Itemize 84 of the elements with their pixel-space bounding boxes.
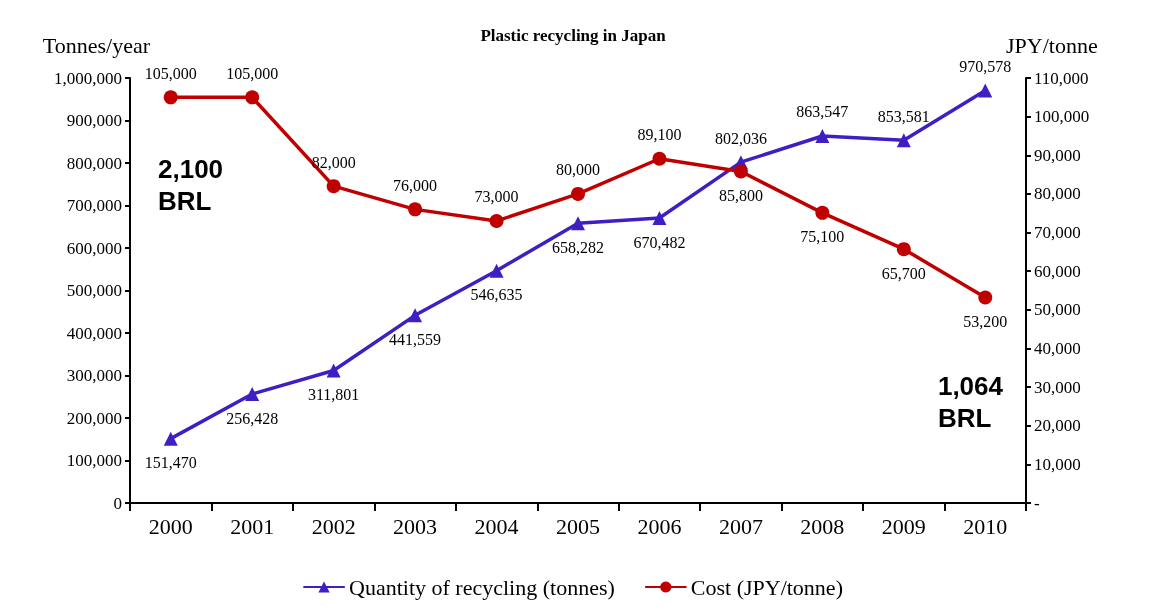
y-tick-label: 900,000 xyxy=(66,111,122,130)
annotation: 2,100 BRL xyxy=(158,154,224,216)
data-label: 441,559 xyxy=(389,330,442,348)
point xyxy=(326,179,341,194)
point xyxy=(489,263,504,278)
y-tick-label: 300,000 xyxy=(66,366,122,385)
point xyxy=(163,431,178,446)
data-label: 105,000 xyxy=(226,64,279,82)
point xyxy=(571,186,585,201)
data-label: 311,801 xyxy=(307,385,360,403)
point xyxy=(815,128,830,143)
data-label: 853,581 xyxy=(877,107,930,125)
y-tick-label: 0 xyxy=(113,493,122,513)
legend-label: Quantity of recycling (tonnes) xyxy=(349,574,615,600)
point xyxy=(896,242,911,257)
x-tick-label: 2008 xyxy=(800,513,845,539)
y2-tick-label: 30,000 xyxy=(1034,377,1081,397)
point xyxy=(245,387,260,402)
y2-tick-label: 10,000 xyxy=(1034,454,1081,474)
data-label: 65,700 xyxy=(881,264,926,282)
x-tick-label: 2001 xyxy=(230,513,275,539)
x-tick-label: 2000 xyxy=(148,513,193,539)
legend-label: Cost (JPY/tonne) xyxy=(690,574,843,600)
data-label: 105,000 xyxy=(144,64,197,82)
y2-tick-label: 90,000 xyxy=(1034,145,1081,165)
data-label: 82,000 xyxy=(311,153,356,171)
y-tick-label: 100,000 xyxy=(66,451,122,470)
data-label: 658,282 xyxy=(552,238,604,256)
y2-tick-label: 60,000 xyxy=(1034,261,1081,281)
point xyxy=(733,164,748,179)
data-label: 76,000 xyxy=(393,176,438,194)
y2-tick-label: 20,000 xyxy=(1034,416,1081,436)
x-tick-label: 2002 xyxy=(311,513,356,539)
point xyxy=(163,90,178,105)
point xyxy=(408,202,423,217)
data-label: 256,428 xyxy=(226,409,279,427)
y-tick-label: 700,000 xyxy=(66,196,122,215)
y-tick-label: 200,000 xyxy=(66,408,122,428)
y2-tick-label: 70,000 xyxy=(1034,223,1081,243)
point xyxy=(571,216,585,231)
data-label: 80,000 xyxy=(556,161,600,179)
y2-tick-label: 110,000 xyxy=(1034,68,1089,88)
point xyxy=(489,213,504,228)
data-label: 73,000 xyxy=(474,188,519,206)
data-label: 85,800 xyxy=(718,187,763,204)
data-label: 802,036 xyxy=(714,129,767,147)
data-label: 970,578 xyxy=(959,58,1012,75)
data-label: 670,482 xyxy=(633,233,686,251)
point xyxy=(978,83,993,98)
data-label: 863,547 xyxy=(796,103,849,121)
x-tick-label: 2006 xyxy=(637,513,682,539)
point xyxy=(408,308,423,323)
data-label: 546,635 xyxy=(470,286,523,304)
y2-tick-label: 40,000 xyxy=(1034,338,1081,358)
x-tick-label: 2003 xyxy=(393,513,438,539)
y-tick-label: 400,000 xyxy=(66,323,122,343)
point xyxy=(245,90,260,105)
x-tick-label: 2007 xyxy=(718,513,763,539)
y-tick-label: 500,000 xyxy=(66,281,122,300)
y2-axis-title: JPY/tonne xyxy=(1006,32,1098,58)
y2-tick-label: 100,000 xyxy=(1034,107,1090,127)
y-tick-label: 800,000 xyxy=(66,153,122,173)
y2-tick-label: 80,000 xyxy=(1034,184,1081,204)
data-label: 53,200 xyxy=(963,312,1008,330)
y-tick-label: 600,000 xyxy=(66,238,122,258)
point xyxy=(896,133,911,148)
y2-tick-label: - xyxy=(1034,493,1040,513)
data-label: 151,470 xyxy=(144,454,197,472)
point xyxy=(326,363,341,378)
y-tick-label: 1,000,000 xyxy=(54,68,122,88)
chart-title: Plastic recycling in Japan xyxy=(480,26,667,45)
y-axis-title: Tonnes/year xyxy=(42,32,151,58)
annotation: 1,064 BRL xyxy=(937,371,1004,433)
point xyxy=(815,205,830,220)
data-label: 89,100 xyxy=(637,126,682,144)
point xyxy=(652,211,667,226)
y2-tick-label: 50,000 xyxy=(1034,300,1081,320)
x-tick-label: 2009 xyxy=(881,513,926,539)
x-tick-label: 2010 xyxy=(963,513,1008,539)
x-tick-label: 2004 xyxy=(474,513,519,539)
point xyxy=(652,151,667,166)
point xyxy=(978,290,993,305)
x-tick-label: 2005 xyxy=(556,513,600,539)
data-label: 75,100 xyxy=(800,228,845,246)
